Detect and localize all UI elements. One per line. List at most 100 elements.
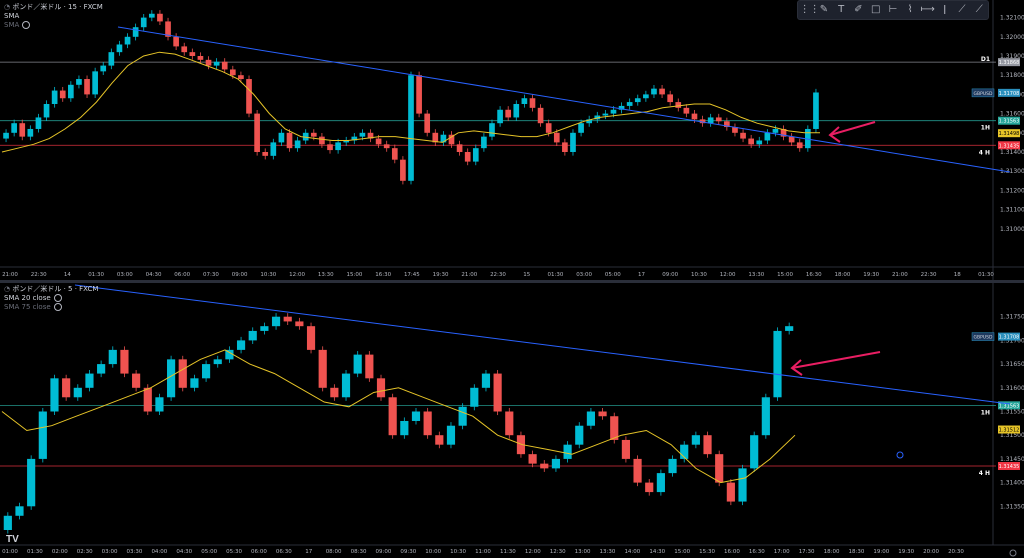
candle-body (740, 132, 746, 139)
settings-gear-icon[interactable] (1009, 549, 1017, 557)
x-tick-label: 21:00 (2, 272, 18, 278)
x-tick-label: 12:00 (525, 549, 541, 555)
candle-body (435, 435, 444, 445)
candle-body (464, 152, 471, 162)
x-tick-label: 10:00 (425, 549, 441, 555)
x-tick-label: 21:00 (461, 272, 477, 278)
x-tick-label: 18:00 (835, 272, 851, 278)
candle-body (715, 117, 722, 122)
candle-body (375, 138, 382, 145)
candle-body (189, 52, 196, 56)
annotation-arrow[interactable] (829, 121, 876, 136)
candle-body (38, 411, 47, 459)
candle-body (365, 354, 374, 379)
candle-body (748, 138, 754, 145)
candle-body (610, 416, 619, 440)
candle-body (201, 364, 211, 379)
candle-body (493, 373, 502, 412)
bottom-symbol-title[interactable]: ポンド／米ドル · 5 · FXCM (12, 285, 99, 293)
sma-line (1, 51, 820, 153)
top-indicator-label-2[interactable]: SMA (4, 21, 20, 29)
candle-body (353, 354, 362, 374)
horizontal-ray-icon[interactable]: ⟼ (920, 4, 935, 15)
candle-body (388, 397, 397, 436)
x-tick-label: 20:30 (948, 549, 964, 555)
candle-body (132, 27, 139, 37)
candle-body (772, 128, 779, 133)
candle-body (724, 121, 730, 128)
x-tick-label: 08:30 (351, 549, 367, 555)
x-tick-label: 09:30 (400, 549, 416, 555)
pane-divider[interactable] (0, 280, 1024, 283)
candle-body (456, 144, 463, 152)
candle-body (213, 61, 220, 66)
candle-body (659, 88, 665, 95)
horizontal-line-icon[interactable]: ⊢ (888, 4, 898, 15)
level-label: D1 (981, 56, 990, 63)
candle-body (248, 330, 257, 341)
x-tick-label: 10:30 (691, 272, 707, 278)
level-label: 4 H (979, 470, 990, 477)
y-tick-label: 1.31700 (1000, 337, 1024, 344)
top-indicator-label[interactable]: SMA (4, 12, 20, 20)
x-tick-label: 14:00 (624, 549, 640, 555)
trend-line[interactable] (117, 26, 1011, 173)
x-tick-label: 18 (954, 272, 961, 278)
trend-line-icon[interactable]: ⟋ (958, 4, 966, 15)
candle-body (643, 94, 649, 99)
candle-body (440, 134, 447, 143)
price-tag (998, 88, 1020, 97)
eye-icon[interactable] (53, 294, 62, 302)
candle-body (621, 439, 630, 459)
x-tick-label: 01:00 (2, 549, 18, 555)
symbol-tag-label: GBPUSD (974, 335, 993, 341)
y-tick-label: 1.31650 (1000, 361, 1024, 368)
price-tag-label: 1.31708 (999, 335, 1020, 341)
candle-body (43, 104, 50, 118)
candle-body (408, 75, 414, 181)
drag-handle-icon[interactable]: ⋮⋮ (799, 4, 820, 15)
candle-body (155, 397, 164, 412)
candle-body (157, 13, 163, 22)
trend-line[interactable] (74, 284, 1011, 405)
symbol-tag (971, 88, 995, 98)
candle-body (691, 113, 698, 120)
annotation-arrow[interactable] (791, 351, 881, 369)
drawing-toolbar[interactable]: ⋮⋮ ✎ T ✐ □ ⊢ ⌇ ⟼ ǀ ⟋ ⟋ (797, 0, 989, 20)
candle-body (367, 132, 374, 139)
eye-icon[interactable] (22, 21, 31, 29)
candle-body (738, 468, 747, 502)
candle-body (85, 373, 94, 388)
line-handle[interactable] (896, 451, 904, 459)
bottom-indicator-label[interactable]: SMA 20 close (4, 294, 51, 302)
candle-body (756, 140, 763, 145)
path-icon[interactable]: ⌇ (907, 4, 913, 15)
candle-body (283, 316, 292, 322)
x-tick-label: 17:00 (774, 549, 790, 555)
candle-body (68, 84, 74, 99)
x-tick-label: 17 (305, 549, 312, 555)
x-tick-label: 03:30 (127, 549, 143, 555)
candle-body (3, 132, 9, 139)
x-tick-label: 14 (64, 272, 71, 278)
candle-body (472, 148, 479, 162)
x-tick-label: 11:30 (500, 549, 516, 555)
bottom-indicator-label-2[interactable]: SMA 75 close (4, 303, 51, 311)
x-tick-label: 20:00 (923, 549, 939, 555)
eye-icon[interactable] (53, 303, 62, 311)
pencil-icon[interactable]: ✎ (819, 4, 829, 15)
top-chart-header: ◔ ポンド／米ドル · 15 · FXCM SMA SMA (4, 3, 103, 30)
ray-icon[interactable]: ⟋ (975, 4, 983, 15)
anchored-text-icon[interactable]: ✐ (854, 4, 863, 15)
candle-body (294, 140, 301, 149)
symbol-pill-icon[interactable]: ◔ (4, 285, 11, 293)
text-icon[interactable]: T (838, 4, 845, 15)
symbol-pill-icon[interactable]: ◔ (4, 3, 11, 11)
x-tick-label: 04:00 (151, 549, 167, 555)
rectangle-icon[interactable]: □ (870, 4, 881, 15)
vertical-line-icon[interactable]: ǀ (943, 4, 947, 15)
top-symbol-title[interactable]: ポンド／米ドル · 15 · FXCM (12, 3, 103, 11)
tradingview-logo[interactable]: TV (6, 534, 19, 545)
candle-body (529, 98, 536, 108)
